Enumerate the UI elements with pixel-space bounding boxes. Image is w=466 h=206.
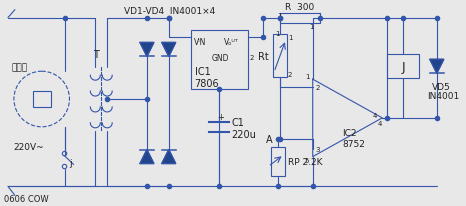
- Text: 1: 1: [277, 13, 281, 19]
- Text: 220u: 220u: [231, 129, 256, 139]
- Polygon shape: [162, 150, 176, 164]
- Text: 4: 4: [372, 112, 377, 118]
- Bar: [280, 14, 320, 23]
- Text: VD5: VD5: [432, 82, 451, 91]
- Text: 1: 1: [305, 74, 309, 80]
- Text: VᴵN: VᴵN: [193, 38, 206, 47]
- Text: T: T: [93, 50, 99, 60]
- Text: 4: 4: [377, 120, 382, 126]
- Text: GND: GND: [212, 54, 229, 63]
- Text: 2: 2: [315, 85, 320, 91]
- Text: A: A: [266, 134, 273, 144]
- Text: 8752: 8752: [343, 139, 365, 149]
- Text: VD1-VD4  IN4001×4: VD1-VD4 IN4001×4: [124, 7, 215, 16]
- Text: R  300: R 300: [285, 3, 314, 12]
- Text: IC2: IC2: [343, 129, 357, 138]
- Text: 7806: 7806: [195, 79, 219, 89]
- Text: 0606 COW: 0606 COW: [4, 194, 48, 203]
- Text: IC1: IC1: [195, 67, 210, 77]
- Text: 220V~: 220V~: [13, 143, 43, 151]
- Bar: [273, 35, 287, 78]
- Text: J: J: [401, 61, 405, 73]
- Polygon shape: [140, 43, 154, 57]
- Text: 1: 1: [309, 23, 313, 29]
- Text: 1: 1: [275, 30, 280, 36]
- Polygon shape: [140, 150, 154, 164]
- Text: 2: 2: [249, 55, 254, 61]
- Text: 1: 1: [288, 35, 292, 41]
- Text: Vₒᵁᵀ: Vₒᵁᵀ: [224, 38, 239, 47]
- Text: 微风扇: 微风扇: [12, 63, 28, 72]
- Text: 3: 3: [315, 146, 320, 152]
- Polygon shape: [162, 43, 176, 57]
- Bar: [33, 92, 51, 108]
- Bar: [191, 30, 248, 90]
- Text: j: j: [69, 158, 72, 167]
- Text: Rt: Rt: [258, 52, 269, 62]
- Text: +: +: [218, 113, 224, 122]
- Text: RP 2.2K: RP 2.2K: [288, 157, 322, 166]
- Polygon shape: [430, 60, 444, 74]
- Text: IN4001: IN4001: [427, 91, 459, 100]
- Text: 5: 5: [305, 157, 309, 163]
- Text: 2: 2: [288, 72, 292, 78]
- Bar: [271, 147, 285, 177]
- Text: C1: C1: [231, 117, 244, 127]
- Bar: [387, 55, 419, 79]
